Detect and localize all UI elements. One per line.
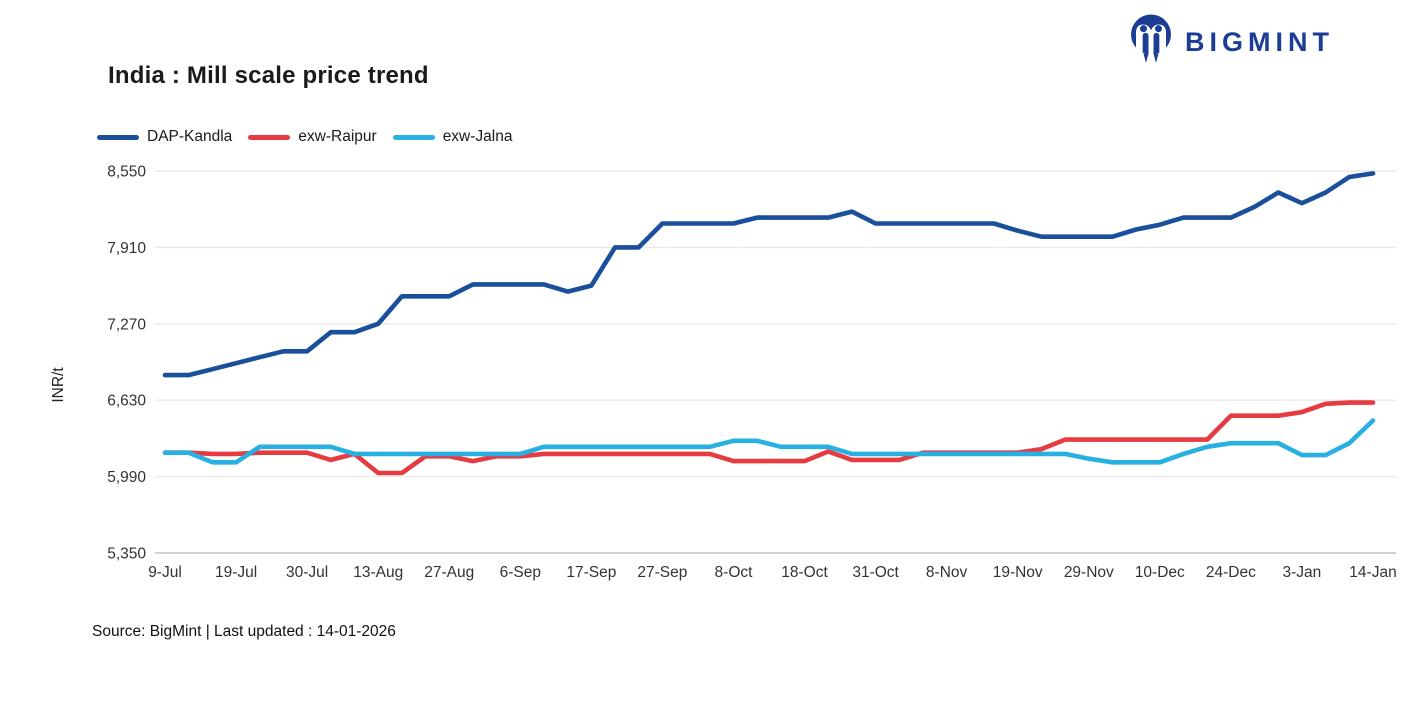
y-tick-label: 5,990 bbox=[107, 469, 146, 486]
legend-swatch-exw-jalna bbox=[392, 134, 435, 140]
legend-swatch-dap-kandla bbox=[97, 134, 139, 140]
x-tick-label: 24-Dec bbox=[1206, 564, 1256, 581]
x-tick-label: 8-Oct bbox=[715, 564, 754, 581]
x-tick-label: 13-Aug bbox=[353, 564, 403, 581]
bigmint-logo: BIGMINT bbox=[1126, 12, 1334, 72]
legend-label-exw-raipur: exw-Raipur bbox=[298, 128, 377, 145]
legend-item-exw-jalna[interactable]: exw-Jalna bbox=[392, 128, 513, 146]
legend-item-dap-kandla[interactable]: DAP-Kandla bbox=[97, 128, 232, 146]
x-tick-label: 14-Jan bbox=[1349, 564, 1396, 581]
x-tick-label: 19-Nov bbox=[993, 564, 1043, 581]
chart-title: India : Mill scale price trend bbox=[108, 62, 429, 89]
y-tick-label: 7,910 bbox=[107, 240, 146, 257]
x-tick-label: 18-Oct bbox=[781, 564, 828, 581]
y-tick-label: 8,550 bbox=[107, 164, 146, 181]
x-tick-label: 31-Oct bbox=[852, 564, 899, 581]
bigmint-logo-icon bbox=[1131, 14, 1171, 63]
x-tick-label: 30-Jul bbox=[286, 564, 328, 581]
y-tick-label: 7,270 bbox=[107, 316, 146, 333]
x-tick-label: 6-Sep bbox=[500, 564, 541, 581]
series-line-dap-kandla bbox=[162, 171, 1376, 378]
x-tick-label: 27-Sep bbox=[637, 564, 687, 581]
x-tick-label: 8-Nov bbox=[926, 564, 968, 581]
x-tick-label: 17-Sep bbox=[566, 564, 616, 581]
y-tick-label: 6,630 bbox=[107, 393, 146, 410]
chart-legend: DAP-Kandla exw-Raipur exw-Jalna bbox=[97, 128, 512, 146]
y-tick-label: 5,350 bbox=[107, 546, 146, 563]
bigmint-logo-text: BIGMINT bbox=[1185, 26, 1334, 57]
series-line-exw-jalna bbox=[162, 418, 1376, 465]
x-tick-label: 29-Nov bbox=[1064, 564, 1114, 581]
legend-label-exw-jalna: exw-Jalna bbox=[442, 128, 513, 145]
x-tick-label: 3-Jan bbox=[1283, 564, 1322, 581]
x-tick-label: 19-Jul bbox=[215, 564, 257, 581]
source-note: Source: BigMint | Last updated : 14-01-2… bbox=[92, 623, 396, 640]
legend-label-dap-kandla: DAP-Kandla bbox=[147, 128, 233, 145]
x-tick-label: 27-Aug bbox=[424, 564, 474, 581]
x-tick-label: 9-Jul bbox=[148, 564, 182, 581]
legend-swatch-exw-raipur bbox=[248, 134, 291, 140]
x-tick-label: 10-Dec bbox=[1135, 564, 1185, 581]
legend-item-exw-raipur[interactable]: exw-Raipur bbox=[248, 128, 377, 146]
series-line-exw-raipur bbox=[162, 400, 1376, 476]
